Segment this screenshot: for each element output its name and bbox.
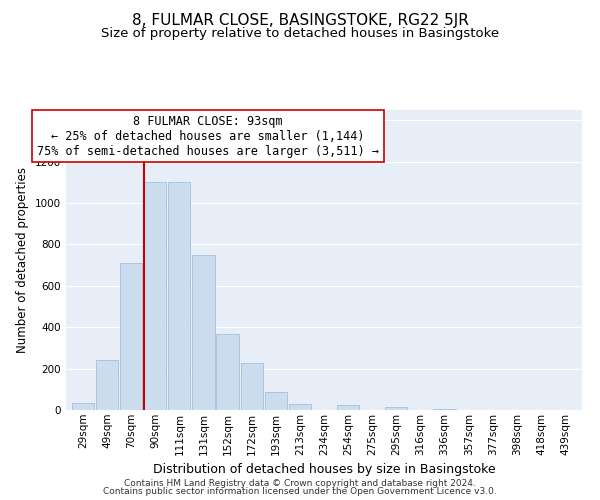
Bar bbox=[120, 263, 142, 410]
Bar bbox=[289, 404, 311, 410]
Text: 8 FULMAR CLOSE: 93sqm
← 25% of detached houses are smaller (1,144)
75% of semi-d: 8 FULMAR CLOSE: 93sqm ← 25% of detached … bbox=[37, 114, 379, 158]
Y-axis label: Number of detached properties: Number of detached properties bbox=[16, 167, 29, 353]
Bar bbox=[433, 409, 455, 410]
Bar bbox=[168, 182, 190, 410]
Bar bbox=[337, 405, 359, 410]
Bar bbox=[265, 392, 287, 410]
Text: Size of property relative to detached houses in Basingstoke: Size of property relative to detached ho… bbox=[101, 28, 499, 40]
X-axis label: Distribution of detached houses by size in Basingstoke: Distribution of detached houses by size … bbox=[152, 463, 496, 476]
Bar bbox=[241, 364, 263, 410]
Bar bbox=[72, 403, 94, 410]
Bar bbox=[144, 182, 166, 410]
Bar bbox=[217, 334, 239, 410]
Bar bbox=[193, 255, 215, 410]
Bar bbox=[385, 407, 407, 410]
Text: 8, FULMAR CLOSE, BASINGSTOKE, RG22 5JR: 8, FULMAR CLOSE, BASINGSTOKE, RG22 5JR bbox=[131, 12, 469, 28]
Bar bbox=[96, 360, 118, 410]
Text: Contains HM Land Registry data © Crown copyright and database right 2024.: Contains HM Land Registry data © Crown c… bbox=[124, 478, 476, 488]
Text: Contains public sector information licensed under the Open Government Licence v3: Contains public sector information licen… bbox=[103, 487, 497, 496]
